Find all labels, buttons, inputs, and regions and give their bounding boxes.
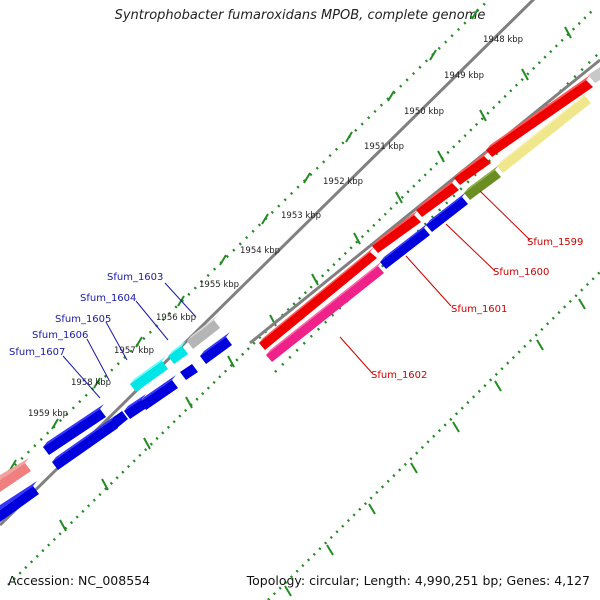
kbp-label: 1950 kbp: [404, 107, 444, 117]
right-ruler-ticks: [284, 298, 586, 597]
gene-red: [372, 210, 418, 246]
kbp-label: 1953 kbp: [281, 211, 321, 221]
gene-olive: [464, 170, 501, 200]
gene-blue: [0, 486, 39, 522]
kbp-label: 1958 kbp: [71, 378, 111, 388]
gene-khaki: [497, 96, 591, 173]
outer-ruler-ticks: [59, 26, 572, 532]
right-gene-callouts: Sfum_1599 Sfum_1600 Sfum_1601 Sfum_1602: [339, 190, 583, 381]
gene-red: [416, 183, 459, 217]
gene-khaki: [497, 91, 589, 166]
gene-blue: [140, 380, 178, 410]
gene-blue: [140, 375, 176, 402]
right-track-lower-genes: [266, 91, 591, 362]
gene-red: [486, 75, 590, 150]
gene-cyan: [130, 361, 168, 392]
kbp-label: 1949 kbp: [444, 71, 484, 81]
gene-label-sfum-1604: Sfum_1604: [80, 293, 136, 304]
gene-blue: [111, 411, 128, 428]
kbp-label: 1948 kbp: [483, 35, 523, 45]
gene-blue: [180, 364, 198, 380]
gene-red: [259, 252, 377, 350]
genome-title: Syntrophobacter fumaroxidans MPOB, compl…: [114, 8, 486, 23]
inner-ruler-ticks: [9, 8, 479, 471]
gene-label-sfum-1601: Sfum_1601: [451, 304, 507, 315]
gene-label-sfum-1603: Sfum_1603: [107, 272, 163, 283]
gene-label-sfum-1607: Sfum_1607: [9, 347, 65, 358]
gene-blue: [426, 192, 466, 225]
gene-blue: [52, 420, 118, 470]
outer-ruler-dots: [7, 7, 596, 586]
gene-red: [454, 151, 488, 178]
gene-red: [454, 156, 491, 185]
kbp-label: 1957 kbp: [114, 346, 154, 356]
gene-label-sfum-1606: Sfum_1606: [32, 330, 88, 341]
gene-salmon: [0, 458, 29, 480]
gene-blue: [200, 332, 230, 356]
gene-label-sfum-1599: Sfum_1599: [527, 237, 583, 248]
accession-label: Accession: NC_008554: [8, 573, 151, 588]
gene-label-sfum-1602: Sfum_1602: [371, 370, 427, 381]
gene-pink: [266, 266, 384, 362]
right-ruler-dots: [267, 271, 600, 600]
right-track-upper-genes: [259, 67, 600, 350]
genome-summary: Topology: circular; Length: 4,990,251 bp…: [246, 573, 590, 588]
gene-blue: [380, 223, 428, 262]
kbp-label: 1956 kbp: [156, 313, 196, 323]
gene-red: [486, 80, 593, 157]
gene-blue: [380, 228, 430, 269]
gene-gray: [187, 315, 218, 341]
gene-gray: [588, 67, 600, 83]
kbp-label: 1952 kbp: [323, 177, 363, 187]
gene-label-sfum-1600: Sfum_1600: [493, 267, 549, 278]
gene-salmon: [0, 463, 31, 492]
inner-ruler-dots: [1, 0, 491, 479]
gene-cyan: [130, 356, 166, 384]
gene-pink: [266, 261, 382, 355]
gene-label-sfum-1605: Sfum_1605: [55, 314, 111, 325]
gene-blue: [43, 404, 104, 447]
gene-blue: [426, 197, 468, 232]
kbp-labels: 1948 kbp 1949 kbp 1950 kbp 1951 kbp 1952…: [28, 35, 523, 419]
gene-cyan: [168, 341, 186, 356]
gene-blue: [52, 415, 116, 462]
gene-red: [372, 215, 421, 253]
gene-gray: [187, 320, 220, 349]
gene-cyan: [168, 346, 188, 364]
gene-blue: [124, 394, 146, 411]
left-gene-callouts: Sfum_1603 Sfum_1604 Sfum_1605 Sfum_1606 …: [9, 272, 197, 399]
kbp-label: 1954 kbp: [240, 246, 280, 256]
kbp-label: 1951 kbp: [364, 142, 404, 152]
kbp-label: 1955 kbp: [199, 280, 239, 290]
gene-red: [259, 247, 374, 343]
gene-blue: [200, 337, 232, 364]
gene-blue: [43, 409, 106, 455]
gene-red: [416, 178, 456, 210]
left-track-lower-genes: [0, 332, 232, 522]
gene-olive: [464, 165, 499, 193]
kbp-label: 1959 kbp: [28, 409, 68, 419]
gene-blue: [0, 481, 37, 510]
